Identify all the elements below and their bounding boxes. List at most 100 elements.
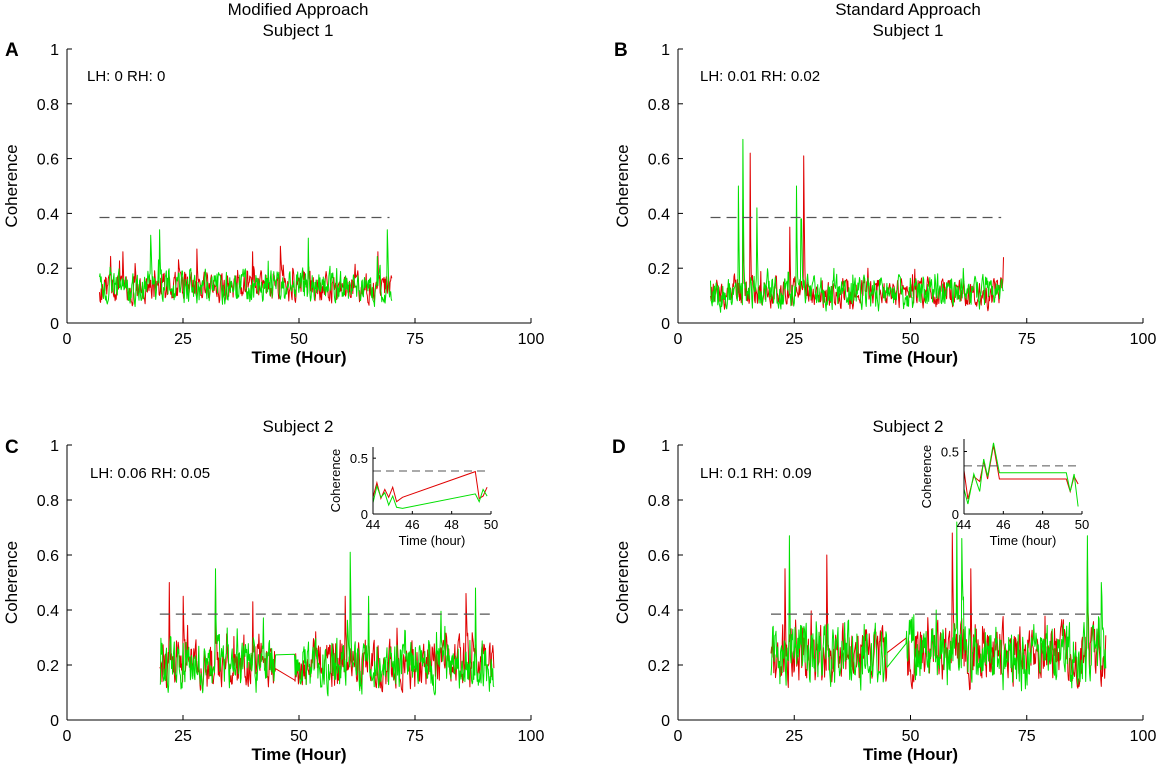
panel-d-xtick-label: 75 — [1018, 728, 1036, 745]
panel-d-ytick-label: 0 — [661, 713, 670, 730]
panel-c-inset-ylabel: Coherence — [328, 449, 343, 513]
panel-d-ytick-label: 0.4 — [648, 603, 670, 620]
panel-c-ytick-label: 0.8 — [37, 493, 59, 510]
panel-a-title-line2: Subject 1 — [263, 21, 334, 40]
panel-b-ytick-label: 1 — [661, 42, 670, 59]
panel-d-xtick-label: 50 — [902, 728, 920, 745]
panel-d-letter: D — [612, 437, 626, 458]
panel-d-ytick-label: 0.8 — [648, 493, 670, 510]
panel-c-inset-xlabel: Time (hour) — [399, 533, 466, 548]
panel-d-xtick-label: 100 — [1130, 728, 1157, 745]
panel-d-xlabel: Time (Hour) — [863, 745, 958, 764]
panel-c-title: Subject 2 — [263, 417, 334, 436]
panel-a-series-rh — [99, 229, 393, 307]
panel-b-ytick-label: 0.6 — [648, 152, 670, 169]
panel-d-inset-xlabel: Time (hour) — [990, 533, 1057, 548]
panel-c-inset-xtick-label: 46 — [405, 517, 419, 532]
panel-d-inset-xtick-label: 46 — [996, 517, 1010, 532]
panel-d-inset-ylabel: Coherence — [919, 445, 934, 509]
panel-c-series-rh — [159, 551, 495, 697]
panel-a-ytick-label: 0.2 — [37, 261, 59, 278]
panel-b-ytick-label: 0.2 — [648, 261, 670, 278]
panel-a-xtick-label: 75 — [406, 331, 424, 348]
panel-d-series-rh — [770, 521, 1107, 692]
panel-d-ytick-label: 1 — [661, 438, 670, 455]
panel-a-title-line1: Modified Approach — [228, 0, 369, 19]
panel-a-ytick-label: 0.4 — [37, 206, 59, 223]
panel-d: Subject 2 D LH: 0.1 RH: 0.09 — [612, 417, 943, 482]
panel-c-xtick-label: 75 — [406, 728, 424, 745]
panel-c-ytick-label: 0 — [50, 713, 59, 730]
panel-a-chart: 0 0.2 0.4 0.6 0.8 1 0 25 50 75 100 Time (Hour) Coher… — [2, 42, 544, 367]
panel-c-ytick-label: 0.4 — [37, 603, 59, 620]
panel-d-inset-ytick-label: 0 — [952, 507, 959, 522]
panel-c-ytick-label: 1 — [50, 438, 59, 455]
panel-c-xlabel: Time (Hour) — [251, 745, 346, 764]
panel-d-chart: 0 0.2 0.4 0.6 0.8 1 0 25 50 75 100 Time (Hour) Coher… — [613, 438, 1156, 764]
panel-d-inset-ytick-label: 0.5 — [941, 445, 959, 460]
panel-a: Modified Approach Subject 1 A LH: 0 RH: … — [5, 0, 368, 85]
panel-a-xtick-label: 0 — [63, 331, 72, 348]
panel-c: Subject 2 C LH: 0.06 RH: 0.05 — [5, 417, 333, 482]
panel-d-inset: 0 0.5 44 46 48 50 Time (hour) Coherence — [919, 439, 1089, 548]
panel-c-xtick-label: 50 — [290, 728, 308, 745]
panel-a-ytick-label: 0.8 — [37, 97, 59, 114]
panel-d-inset-xtick-label: 44 — [957, 517, 971, 532]
panel-c-inset: 0 0.5 44 46 48 50 Time (hour) Coherence — [328, 447, 498, 548]
panel-a-xlabel: Time (Hour) — [251, 348, 346, 367]
panel-c-letter: C — [5, 437, 19, 458]
panel-a-ytick-label: 1 — [50, 42, 59, 59]
panel-c-inset-series-rh — [372, 484, 488, 509]
panel-a-ytick-label: 0.6 — [37, 152, 59, 169]
panel-b-xtick-label: 100 — [1130, 331, 1157, 348]
panel-a-letter: A — [5, 40, 19, 61]
panel-c-annotation: LH: 0.06 RH: 0.05 — [90, 465, 210, 482]
panel-d-xtick-label: 25 — [785, 728, 803, 745]
panel-b-ylabel: Coherence — [613, 144, 632, 227]
panel-b-xtick-label: 75 — [1018, 331, 1036, 348]
panel-d-annotation: LH: 0.1 RH: 0.09 — [700, 465, 812, 482]
panel-d-inset-series-rh — [963, 442, 1079, 507]
panel-d-ytick-label: 0.6 — [648, 548, 670, 565]
panel-d-xtick-label: 0 — [674, 728, 683, 745]
panel-a-annotation: LH: 0 RH: 0 — [87, 68, 165, 85]
panel-a-ylabel: Coherence — [2, 144, 21, 227]
panel-b-chart: 0 0.2 0.4 0.6 0.8 1 0 25 50 75 100 Time (Hour) Coher… — [613, 42, 1156, 367]
panel-b-series-rh — [710, 138, 1004, 313]
panel-d-inset-xtick-label: 50 — [1075, 517, 1089, 532]
panel-c-inset-xtick-label: 48 — [444, 517, 458, 532]
panel-d-ylabel: Coherence — [613, 541, 632, 624]
panel-c-ytick-label: 0.2 — [37, 658, 59, 675]
panel-a-xtick-label: 100 — [518, 331, 545, 348]
panel-c-inset-ytick-label: 0.5 — [350, 451, 368, 466]
panel-c-inset-ytick-label: 0 — [361, 507, 368, 522]
panel-b-annotation: LH: 0.01 RH: 0.02 — [700, 68, 820, 85]
panel-b-xtick-label: 0 — [674, 331, 683, 348]
panel-d-title: Subject 2 — [873, 417, 944, 436]
panel-c-xtick-label: 100 — [518, 728, 545, 745]
panel-c-xtick-label: 0 — [63, 728, 72, 745]
panel-d-inset-background — [964, 439, 1082, 514]
panel-d-inset-xtick-label: 48 — [1035, 517, 1049, 532]
panel-a-xtick-label: 50 — [290, 331, 308, 348]
panel-c-chart: 0 0.2 0.4 0.6 0.8 1 0 25 50 75 100 Time (Hour) Coher… — [2, 438, 544, 764]
panel-b: Standard Approach Subject 1 B LH: 0.01 R… — [614, 0, 981, 85]
panel-b-ytick-label: 0.4 — [648, 206, 670, 223]
panel-c-ytick-label: 0.6 — [37, 548, 59, 565]
panel-b-title-line2: Subject 1 — [873, 21, 944, 40]
panel-b-series-lh — [710, 152, 1004, 312]
panel-c-inset-background — [373, 447, 491, 514]
panel-a-xtick-label: 25 — [174, 331, 192, 348]
panel-b-title-line1: Standard Approach — [835, 0, 981, 19]
panel-c-xtick-label: 25 — [174, 728, 192, 745]
panel-b-ytick-label: 0 — [661, 316, 670, 333]
panel-b-ytick-label: 0.8 — [648, 97, 670, 114]
panel-b-xtick-label: 25 — [785, 331, 803, 348]
panel-b-letter: B — [614, 40, 628, 61]
panel-c-inset-xtick-label: 44 — [366, 517, 380, 532]
panel-d-ytick-label: 0.2 — [648, 658, 670, 675]
panel-b-xlabel: Time (Hour) — [863, 348, 958, 367]
panel-c-ylabel: Coherence — [2, 541, 21, 624]
